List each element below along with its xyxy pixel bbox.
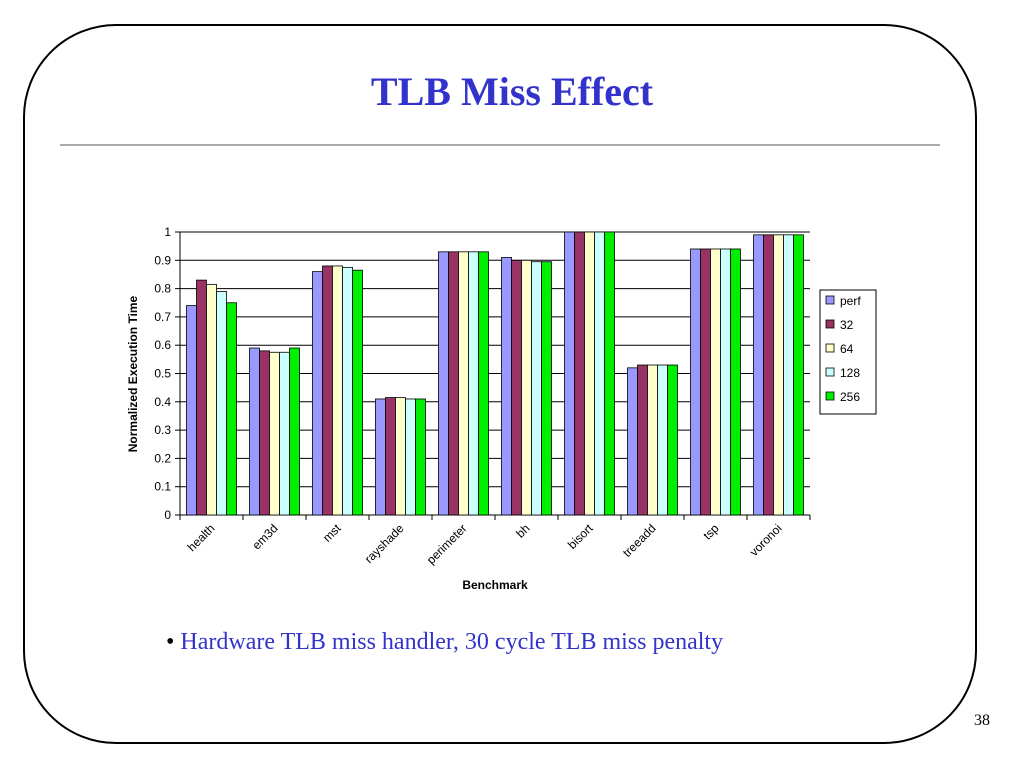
y-tick-label: 1 — [164, 225, 171, 239]
bar-voronoi-perf — [753, 234, 764, 516]
legend-swatch-32 — [825, 319, 835, 329]
bar-bisort-256 — [604, 231, 615, 516]
bar-voronoi-32 — [763, 234, 774, 516]
legend-swatch-64 — [825, 343, 835, 353]
bar-em3d-256 — [289, 347, 300, 516]
bar-mst-128 — [342, 266, 353, 516]
bar-mst-256 — [352, 269, 363, 516]
bar-treeadd-256 — [667, 364, 678, 516]
y-tick-label: 0.1 — [154, 480, 171, 494]
x-tick-label: health — [185, 521, 218, 554]
bar-tsp-32 — [700, 248, 711, 516]
slide-border — [23, 24, 977, 744]
bar-rayshade-256 — [415, 398, 426, 516]
bar-treeadd-32 — [637, 364, 648, 516]
bar-em3d-64 — [269, 351, 280, 516]
bar-perimeter-128 — [468, 251, 479, 516]
legend-swatch-perf — [825, 295, 835, 305]
legend-swatch-256 — [825, 391, 835, 401]
y-tick-label: 0.6 — [154, 338, 171, 352]
y-tick-label: 0.4 — [154, 395, 171, 409]
y-tick-label: 0.8 — [154, 282, 171, 296]
legend-label-64: 64 — [840, 342, 854, 356]
bar-bh-64 — [521, 259, 532, 516]
bar-health-128 — [216, 291, 227, 516]
bullet-text: Hardware TLB miss handler, 30 cycle TLB … — [180, 629, 724, 655]
bar-perimeter-256 — [478, 251, 489, 516]
y-tick-label: 0.9 — [154, 253, 171, 267]
x-tick-label: bisort — [565, 521, 596, 552]
bar-mst-64 — [332, 265, 343, 516]
bar-rayshade-128 — [405, 398, 416, 516]
bar-rayshade-perf — [375, 398, 386, 516]
bar-health-256 — [226, 302, 237, 516]
bar-bisort-64 — [584, 231, 595, 516]
y-tick-label: 0.2 — [154, 451, 171, 465]
legend-label-128: 128 — [840, 366, 860, 380]
bar-em3d-perf — [249, 347, 260, 516]
bar-perimeter-32 — [448, 251, 459, 516]
legend-label-perf: perf — [840, 294, 861, 308]
bar-treeadd-perf — [627, 367, 638, 516]
page-number: 38 — [974, 712, 990, 729]
bar-tsp-256 — [730, 248, 741, 516]
legend-swatch-128 — [825, 367, 835, 377]
bar-em3d-128 — [279, 351, 290, 516]
x-tick-label: treeadd — [620, 521, 659, 560]
x-tick-label: rayshade — [362, 521, 407, 566]
bar-treeadd-64 — [647, 364, 658, 516]
bar-em3d-32 — [259, 350, 270, 516]
bar-bh-perf — [501, 257, 512, 516]
bar-rayshade-64 — [395, 397, 406, 516]
bar-perimeter-perf — [438, 251, 449, 516]
bar-perimeter-64 — [458, 251, 469, 516]
legend-label-32: 32 — [840, 318, 854, 332]
bar-health-perf — [186, 305, 197, 516]
bar-tsp-128 — [720, 248, 731, 516]
bar-rayshade-32 — [385, 397, 396, 516]
y-tick-label: 0.7 — [154, 310, 171, 324]
x-tick-label: em3d — [249, 521, 280, 552]
x-axis-title: Benchmark — [462, 578, 528, 592]
bar-voronoi-256 — [793, 234, 804, 516]
bar-bh-32 — [511, 259, 522, 516]
bar-bisort-32 — [574, 231, 585, 516]
bar-treeadd-128 — [657, 364, 668, 516]
bar-bh-256 — [541, 261, 552, 516]
legend-label-256: 256 — [840, 390, 860, 404]
bar-health-32 — [196, 279, 207, 516]
bar-mst-perf — [312, 271, 323, 516]
bullet-dot: • — [166, 629, 175, 655]
y-axis-title: Normalized Execution Time — [126, 295, 140, 452]
x-tick-label: perimeter — [424, 521, 470, 567]
bar-voronoi-128 — [783, 234, 794, 516]
bar-bh-128 — [531, 261, 542, 516]
bar-tsp-64 — [710, 248, 721, 516]
slide-title: TLB Miss Effect — [370, 69, 654, 114]
x-tick-label: mst — [320, 521, 344, 545]
bar-voronoi-64 — [773, 234, 784, 516]
bar-tsp-perf — [690, 248, 701, 516]
x-tick-label: tsp — [700, 521, 721, 542]
y-tick-label: 0.5 — [154, 367, 171, 381]
bar-health-64 — [206, 283, 217, 516]
x-tick-label: voronoi — [747, 521, 785, 559]
y-tick-label: 0.3 — [154, 423, 171, 437]
bar-mst-32 — [322, 265, 333, 516]
bullet-point: • Hardware TLB miss handler, 30 cycle TLB… — [166, 629, 723, 656]
y-tick-label: 0 — [164, 508, 171, 522]
bar-bisort-128 — [594, 231, 605, 516]
bar-bisort-perf — [564, 231, 575, 516]
x-tick-label: bh — [513, 521, 532, 540]
